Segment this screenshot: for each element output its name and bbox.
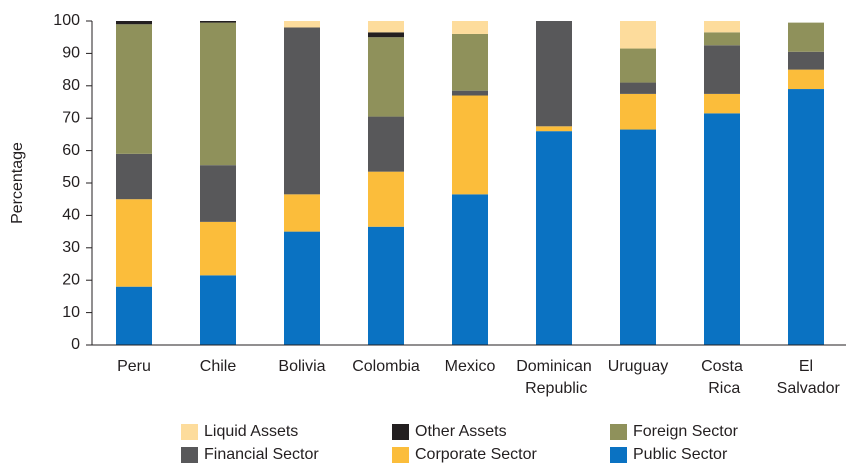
bar-segment <box>200 275 236 345</box>
x-tick-label: Costa Rica <box>701 358 743 397</box>
legend-label: Other Assets <box>415 423 507 440</box>
x-tick-label: Peru <box>117 358 151 375</box>
bar-segment <box>620 93 656 130</box>
bar-segment <box>536 131 572 345</box>
y-tick-label: 50 <box>62 174 80 191</box>
y-tick-label: 60 <box>62 142 80 159</box>
y-tick-label: 100 <box>53 12 80 29</box>
bar-segment <box>284 231 320 345</box>
bar-segment <box>116 153 152 200</box>
bar-segment <box>200 165 236 222</box>
x-tick-label: Chile <box>200 358 237 375</box>
bar-segment <box>704 21 740 33</box>
bar-segment <box>200 21 236 23</box>
bar-segment <box>368 226 404 345</box>
legend-label: Financial Sector <box>204 446 319 463</box>
y-tick-label: 30 <box>62 239 80 256</box>
bar-segment <box>620 48 656 83</box>
bar-segment <box>704 45 740 94</box>
x-tick-label: Colombia <box>352 358 420 375</box>
bar-segment <box>368 21 404 33</box>
bar-segment <box>368 171 404 227</box>
bar-segment <box>284 21 320 28</box>
x-tick-label: El Salvador <box>772 358 840 397</box>
bar-segment <box>704 93 740 114</box>
bar-segment <box>368 32 404 38</box>
bar-segment <box>620 82 656 94</box>
x-tick-label: Bolivia <box>278 358 325 375</box>
y-tick-label: 20 <box>62 271 80 288</box>
bar-segment <box>368 116 404 172</box>
legend-label: Public Sector <box>633 446 728 463</box>
bar-segment <box>116 24 152 154</box>
bar-segment <box>116 21 152 25</box>
bar-segment <box>788 22 824 52</box>
y-tick-label: 10 <box>62 304 80 321</box>
bar-segment <box>788 89 824 345</box>
bar-segment <box>452 194 488 345</box>
x-tick-label: Uruguay <box>608 358 668 375</box>
legend-swatch <box>181 424 198 440</box>
bar-segment <box>788 69 824 90</box>
bar-segment <box>284 27 320 195</box>
bar-segment <box>368 37 404 117</box>
y-tick-label: 40 <box>62 207 80 224</box>
legend-swatch <box>181 447 198 463</box>
legend-swatch <box>392 447 409 463</box>
legend-label: Corporate Sector <box>415 446 538 463</box>
x-tick-label: Dominican Republic <box>516 358 592 397</box>
bar-segment <box>620 21 656 49</box>
y-tick-label: 90 <box>62 45 80 62</box>
y-tick-label: 0 <box>71 336 80 353</box>
bar-segment <box>452 95 488 195</box>
bar-segment <box>200 221 236 276</box>
bar-segment <box>200 22 236 166</box>
bar-segment <box>116 286 152 345</box>
legend-label: Liquid Assets <box>204 423 298 440</box>
bar-segment <box>536 21 572 127</box>
y-axis-label: Percentage <box>9 142 26 224</box>
legend-swatch <box>392 424 409 440</box>
legend-swatch <box>610 424 627 440</box>
legend-swatch <box>610 447 627 463</box>
x-tick-label: Mexico <box>445 358 496 375</box>
legend-label: Foreign Sector <box>633 423 739 440</box>
bar-segment <box>620 129 656 345</box>
bar-segment <box>704 32 740 46</box>
bar-segment <box>704 113 740 345</box>
bar-segment <box>788 51 824 70</box>
bar-segment <box>452 33 488 91</box>
bar-segment <box>536 126 572 132</box>
bar-segment <box>284 194 320 232</box>
bar-segment <box>116 199 152 287</box>
y-tick-label: 80 <box>62 77 80 94</box>
y-tick-label: 70 <box>62 109 80 126</box>
bar-segment <box>452 90 488 96</box>
bar-segment <box>452 21 488 34</box>
